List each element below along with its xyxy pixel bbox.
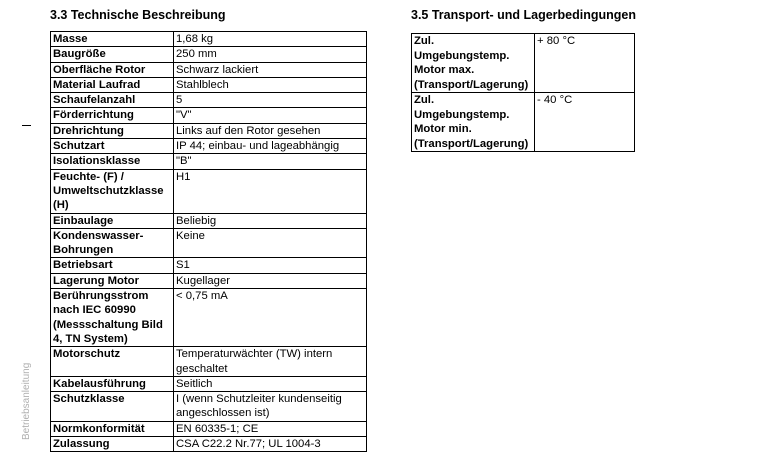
row-value: Links auf den Rotor gesehen (173, 122, 367, 140)
table-row: Zulassung CSA C22.2 Nr.77; UL 1004-3 (50, 436, 367, 452)
row-label: Oberfläche Rotor (50, 61, 174, 78)
table-row: Berührungsstrom nach IEC 60990 (Messscha… (50, 288, 367, 348)
table-row: Schaufelanzahl 5 (50, 92, 367, 109)
row-label: Masse (50, 30, 174, 48)
row-value: + 80 °C (534, 33, 635, 93)
row-label: Schaufelanzahl (50, 92, 174, 109)
row-label: Schutzklasse (50, 391, 174, 422)
row-label: Motorschutz (50, 346, 174, 377)
table-row: Kabelausführung Seitlich (50, 375, 367, 393)
table-row: Betriebsart S1 (50, 257, 367, 274)
row-value: - 40 °C (534, 92, 635, 152)
row-value: "B" (173, 153, 367, 170)
table-row: Zul. Umgebungstemp. Motor min. (Transpor… (411, 92, 635, 152)
row-label: Zul. Umgebungstemp. Motor min. (Transpor… (411, 92, 535, 152)
table-row: Lagerung Motor Kugellager (50, 272, 367, 290)
table-row: Zul. Umgebungstemp. Motor max. (Transpor… (411, 33, 635, 93)
row-label: Drehrichtung (50, 122, 174, 140)
row-label: Berührungsstrom nach IEC 60990 (Messscha… (50, 288, 174, 348)
row-value: EN 60335-1; CE (173, 420, 367, 438)
row-value: 5 (173, 92, 367, 109)
row-value: Schwarz lackiert (173, 61, 367, 78)
table-row: Schutzklasse I (wenn Schutzleiter kundens… (50, 391, 367, 422)
table-row: Schutzart IP 44; einbau- und lageabhängig (50, 138, 367, 155)
row-label: Förderrichtung (50, 107, 174, 124)
technical-spec-table: Masse 1,68 kg Baugröße 250 mm Oberfläche Rot… (50, 30, 367, 452)
sidebar-label: Betriebsanleitung (21, 362, 32, 440)
row-value: 250 mm (173, 46, 367, 63)
row-value: H1 (173, 168, 367, 214)
row-label: Zul. Umgebungstemp. Motor max. (Transpor… (411, 33, 535, 93)
table-row: Förderrichtung "V" (50, 107, 367, 124)
section-title-transport: 3.5 Transport- und Lagerbedingungen (411, 8, 637, 22)
row-label: Einbaulage (50, 212, 174, 229)
row-value: Seitlich (173, 375, 367, 393)
table-row: Feuchte- (F) / Umweltschutzklasse (H) H1 (50, 168, 367, 214)
margin-mark (22, 125, 31, 126)
row-label: Betriebsart (50, 257, 174, 274)
section-title-technical: 3.3 Technische Beschreibung (50, 8, 226, 22)
row-label: Kondenswasser-Bohrungen (50, 227, 174, 259)
table-row: Motorschutz Temperaturwächter (TW) intern… (50, 346, 367, 377)
table-row: Einbaulage Beliebig (50, 212, 367, 229)
row-label: Lagerung Motor (50, 272, 174, 290)
row-value: < 0,75 mA (173, 288, 367, 348)
row-value: Kugellager (173, 272, 367, 290)
row-label: Zulassung (50, 436, 174, 452)
table-row: Kondenswasser-Bohrungen Keine (50, 227, 367, 259)
row-value: Keine (173, 227, 367, 259)
row-label: Schutzart (50, 138, 174, 155)
row-label: Kabelausführung (50, 375, 174, 393)
row-label: Isolationsklasse (50, 153, 174, 170)
row-value: IP 44; einbau- und lageabhängig (173, 138, 367, 155)
row-label: Feuchte- (F) / Umweltschutzklasse (H) (50, 168, 174, 214)
row-label: Baugröße (50, 46, 174, 63)
row-value: CSA C22.2 Nr.77; UL 1004-3 (173, 436, 367, 452)
table-row: Baugröße 250 mm (50, 46, 367, 63)
table-row: Material Laufrad Stahlblech (50, 76, 367, 94)
row-label: Normkonformität (50, 420, 174, 438)
table-row: Oberfläche Rotor Schwarz lackiert (50, 61, 367, 78)
transport-conditions-table: Zul. Umgebungstemp. Motor max. (Transpor… (411, 33, 635, 152)
row-value: Beliebig (173, 212, 367, 229)
table-row: Normkonformität EN 60335-1; CE (50, 420, 367, 438)
table-row: Masse 1,68 kg (50, 30, 367, 48)
row-value: "V" (173, 107, 367, 124)
row-value: I (wenn Schutzleiter kundenseitig angesc… (173, 391, 367, 422)
row-value: S1 (173, 257, 367, 274)
row-value: Stahlblech (173, 76, 367, 94)
row-value: 1,68 kg (173, 30, 367, 48)
table-row: Isolationsklasse "B" (50, 153, 367, 170)
table-row: Drehrichtung Links auf den Rotor gesehen (50, 122, 367, 140)
row-value: Temperaturwächter (TW) intern geschaltet (173, 346, 367, 377)
row-label: Material Laufrad (50, 76, 174, 94)
